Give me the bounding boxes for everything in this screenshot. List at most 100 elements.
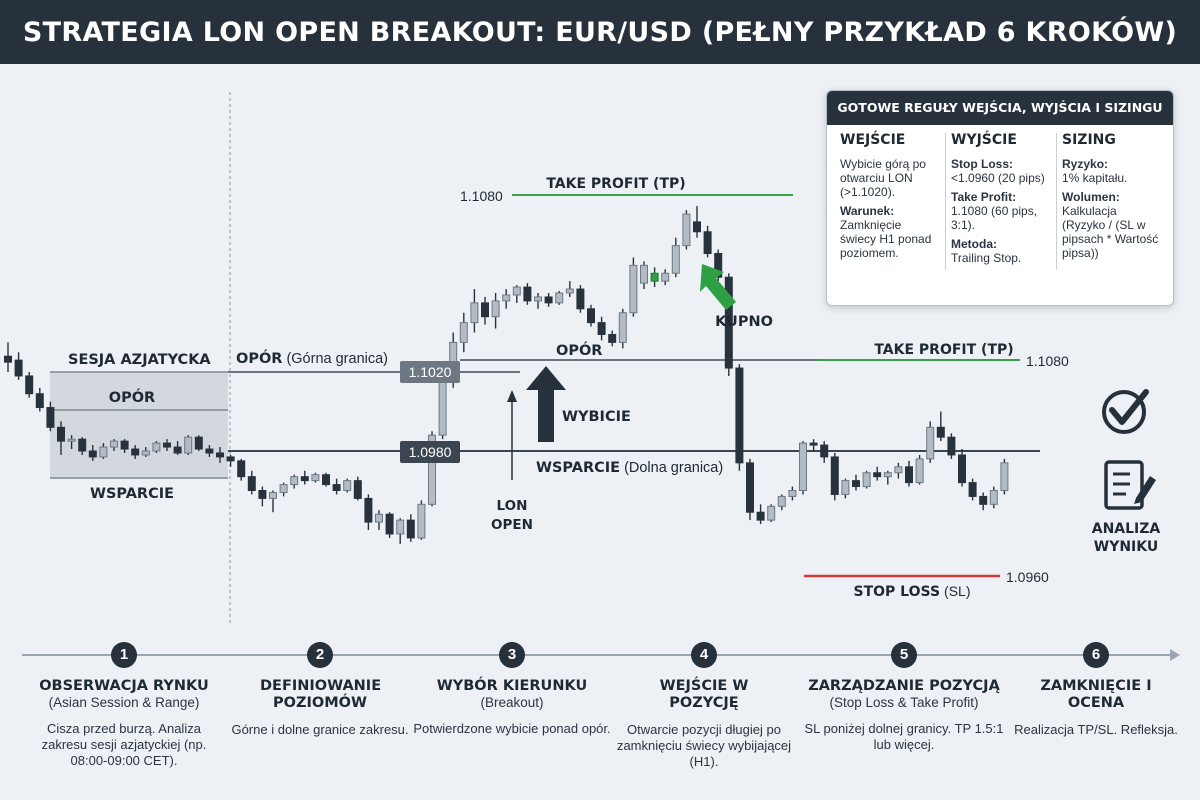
candle (640, 264, 648, 284)
candlestick-chart: 1.1020 1.0980 SESJA AZJATYCKA OPÓR WSPAR… (4, 92, 1160, 624)
sizing-column: SIZING Ryzyko: 1% kapitału. Wolumen: Kalku… (1056, 133, 1167, 270)
candle (4, 355, 12, 363)
candle (756, 511, 765, 521)
candle (735, 367, 744, 464)
candle (883, 472, 892, 478)
candle (14, 359, 23, 377)
rules-title: GOTOWE REGUŁY WEJŚCIA, WYJŚCIA I SIZINGU (827, 91, 1173, 125)
entry-column: WEJŚCIE Wybicie górą po otwarciu LON (>1… (835, 133, 945, 270)
candle (905, 466, 913, 484)
candle (481, 302, 489, 318)
sl-price: 1.0960 (1006, 569, 1049, 585)
sizing-risk: Ryzyko: 1% kapitału. (1062, 157, 1128, 185)
entry-text: Wybicie górą po otwarciu LON (>1.1020). (840, 157, 926, 199)
step-title: WEJŚCIE W POZYCJĘ (659, 678, 749, 711)
tp-right-price: 1.1080 (1026, 353, 1069, 369)
candle (417, 503, 426, 539)
resistance-label: OPÓR (Górna granica) (236, 349, 388, 367)
candle (915, 458, 924, 484)
step-title: OBSERWACJA RYNKU (39, 678, 209, 694)
candle (438, 381, 447, 436)
timeline-axis (22, 654, 1174, 656)
candle (565, 288, 574, 294)
candle (597, 322, 606, 335)
step-number: 4 (691, 642, 717, 668)
candle (618, 312, 627, 343)
candle (375, 513, 383, 523)
price-tag-support: 1.0980 (400, 441, 460, 463)
candle (841, 480, 850, 495)
candle (332, 484, 341, 492)
tp-top-price: 1.1080 (460, 188, 503, 204)
candle (809, 442, 818, 446)
candle (968, 482, 977, 497)
candle (258, 490, 267, 499)
candle (894, 466, 903, 474)
candle (576, 288, 585, 310)
candle (830, 456, 839, 495)
report-pen-icon (1104, 460, 1156, 510)
candle (555, 292, 564, 304)
candle (300, 476, 309, 482)
step-number: 5 (891, 642, 917, 668)
candle (428, 434, 436, 505)
step-number: 6 (1083, 642, 1109, 668)
candle-buy (650, 272, 659, 282)
exit-tp: Take Profit: 1.1080 (60 pips, 3:1). (951, 190, 1038, 232)
candle (226, 456, 235, 462)
step-title: ZAMKNIĘCIE I OCENA (1040, 678, 1152, 711)
candle (131, 448, 140, 456)
candle (989, 490, 998, 505)
svg-text:1.0980: 1.0980 (409, 444, 452, 460)
step-5: 5 ZARZĄDZANIE POZYCJĄ (Stop Loss & Take … (804, 636, 1004, 753)
step-number: 3 (499, 642, 525, 668)
step-title: ZARZĄDZANIE POZYCJĄ (808, 678, 1000, 694)
lon-label: LON (497, 498, 528, 514)
candle (194, 436, 203, 450)
candle (35, 393, 44, 409)
candle (385, 513, 394, 535)
step-subtitle: (Stop Loss & Take Profit) (829, 695, 979, 710)
candle (820, 444, 829, 458)
breakout-resistance-label: OPÓR (556, 341, 602, 359)
candle (671, 245, 680, 274)
sl-label: STOP LOSS (SL) (854, 583, 971, 600)
candle (322, 474, 330, 486)
step-title: DEFINIOWANIE POZIOMÓW (260, 678, 382, 711)
step-6: 6 ZAMKNIĘCIE I OCENA Realizacja TP/SL. R… (996, 636, 1196, 738)
candle (279, 484, 288, 493)
candle (205, 448, 214, 454)
candle (78, 438, 87, 452)
candle (99, 446, 108, 458)
candle (163, 442, 171, 448)
candle (587, 308, 595, 324)
candle (958, 454, 966, 484)
entry-condition: Warunek: Zamknięcie świecy H1 ponad pozio… (840, 204, 932, 260)
candle (247, 476, 256, 491)
candle (936, 426, 945, 438)
candle (777, 495, 786, 507)
candle (88, 450, 97, 458)
candle (57, 426, 65, 442)
candle (110, 440, 118, 448)
step-description: Potwierdzone wybicie ponad opór. (413, 721, 611, 736)
exit-column: WYJŚCIE Stop Loss: <1.0960 (20 pips) Take… (945, 133, 1056, 270)
candle (46, 407, 55, 428)
candle (353, 480, 362, 499)
candle (788, 490, 797, 497)
rules-panel: GOTOWE REGUŁY WEJŚCIA, WYJŚCIA I SIZINGU… (826, 90, 1174, 306)
candle (141, 450, 150, 456)
step-2: 2 DEFINIOWANIE POZIOMÓW Górne i dolne gr… (220, 636, 420, 738)
step-description: Cisza przed burzą. Analiza zakresu sesji… (41, 721, 207, 768)
candle (343, 480, 352, 491)
header: STRATEGIA LON OPEN BREAKOUT: EUR/USD (PE… (0, 0, 1200, 64)
candle (184, 436, 193, 454)
candle (237, 460, 246, 478)
candle (512, 286, 521, 296)
candle (269, 491, 277, 499)
candle (406, 519, 415, 539)
candle (459, 322, 468, 343)
candle (364, 497, 373, 523)
candle (862, 472, 871, 488)
candle (724, 276, 733, 369)
